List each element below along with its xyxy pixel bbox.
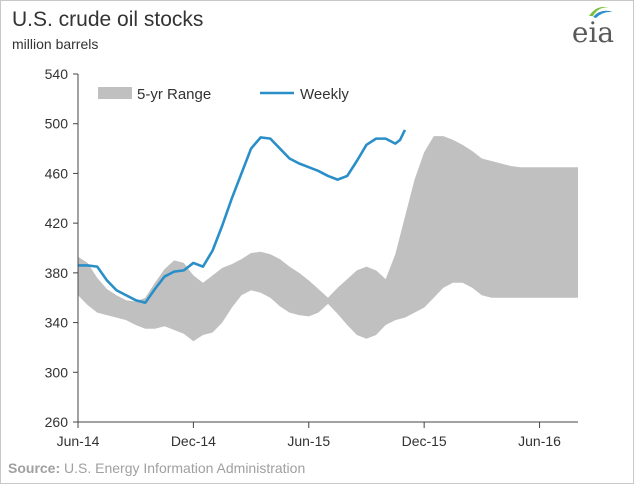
source-label: Source: [8,460,61,476]
y-tick-label: 300 [45,364,69,380]
eia-logo-icon [589,7,613,18]
x-tick-label: Jun-16 [518,433,561,449]
y-tick-label: 380 [45,265,69,281]
x-tick-label: Jun-15 [287,433,330,449]
x-tick-label: Dec-14 [171,433,216,449]
legend-weekly-label: Weekly [300,86,349,103]
legend-range-swatch [98,87,132,99]
y-tick-label: 420 [45,215,69,231]
x-tick-label: Dec-15 [402,433,447,449]
legend-range-label: 5-yr Range [137,86,211,103]
eia-logo: eia [563,2,623,50]
source-text: U.S. Energy Information Administration [64,460,306,476]
source-note: Source: U.S. Energy Information Administ… [8,460,305,476]
legend-layer: 5-yr Range Weekly [98,86,349,103]
chart-title: U.S. crude oil stocks [12,8,204,31]
y-tick-label: 460 [45,165,69,181]
weekly-line [78,129,407,304]
range-band-layer [78,136,578,342]
x-tick-label: Jun-14 [57,433,100,449]
y-tick-label: 500 [45,116,69,132]
y-tick-label: 540 [45,66,69,82]
logo-text: eia [571,16,615,49]
y-tick-label: 260 [45,414,69,430]
axis-layer: 260 300 340 380 420 460 500 540 Jun-14 Dec-14 Jun-… [45,66,578,449]
weekly-line-layer [78,129,407,304]
y-tick-label: 340 [45,315,69,331]
range-band [78,136,578,342]
chart-subtitle: million barrels [12,36,99,52]
